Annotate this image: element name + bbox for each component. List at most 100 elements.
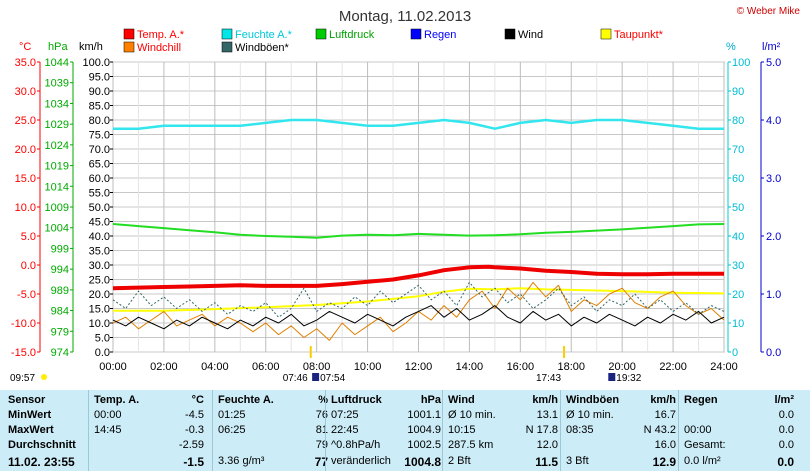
stats-sub-label: Ø 10 min. [566, 409, 614, 421]
x-tick-label: 24:00 [710, 361, 738, 373]
humidity-tick-label: 70 [732, 144, 744, 156]
stats-value: 0.0 [778, 439, 794, 451]
sunrise2-time: 07:54 [320, 373, 345, 384]
wind-tick-label: 75.0 [89, 130, 110, 142]
series-windb-en- [112, 281, 725, 318]
legend-label: Windchill [137, 42, 181, 54]
wind-tick-label: 30.0 [89, 260, 110, 272]
stats-value: 12.0 [536, 439, 558, 451]
stats-row-label: 11.02. 23:55 [8, 455, 75, 469]
wind-tick-label: 20.0 [89, 289, 110, 301]
stats-sub-label: 2 Bft [448, 455, 471, 467]
stats-sub-label: 10:15 [448, 424, 476, 436]
stats-value: 76 [315, 409, 328, 421]
humidity-tick-label: 50 [732, 202, 744, 214]
rain-tick-label: 3.0 [766, 173, 781, 185]
stats-value: 0.0 [777, 455, 794, 469]
pressure-tick-label: 1029 [45, 119, 69, 131]
stats-value: 13.1 [536, 409, 558, 421]
stats-col-header: Temp. A. [94, 394, 140, 406]
stats-value: -4.5 [185, 409, 204, 421]
stats-col-header: Regen [684, 394, 718, 406]
humidity-tick-label: 40 [732, 231, 744, 243]
stats-sub-label: 3 Bft [566, 455, 589, 467]
temp-tick-label: -15.0 [11, 347, 36, 359]
pressure-unit: hPa [48, 41, 68, 53]
stats-value: 77 [314, 455, 328, 469]
wind-tick-label: 100.0 [82, 57, 110, 69]
rain-tick-label: 1.0 [766, 289, 781, 301]
pressure-tick-label: 1039 [45, 78, 69, 90]
sun-markers: 07:46 07:54 17:43 19:32 09:57 [10, 346, 642, 384]
humidity-tick-label: 20 [732, 289, 744, 301]
pressure-tick-label: 1019 [45, 161, 69, 173]
stats-sub-label: 0.0 l/m² [684, 455, 721, 467]
sunrise-icon [312, 373, 320, 381]
legend-swatch [221, 41, 233, 53]
temp-tick-label: 5.0 [21, 231, 36, 243]
humidity-tick-label: 90 [732, 86, 744, 98]
wind-tick-label: 60.0 [89, 173, 110, 185]
stats-sub-label: 287.5 km [448, 439, 494, 451]
stats-value: N 43.2 [643, 424, 676, 436]
rain-tick-label: 0.0 [766, 347, 781, 359]
wind-tick-label: 0.0 [95, 347, 110, 359]
humidity-tick-label: 30 [732, 260, 744, 272]
sunset2-time: 19:32 [616, 373, 641, 384]
wind-tick-label: 80.0 [89, 115, 110, 127]
x-tick-label: 16:00 [507, 361, 535, 373]
temp-tick-label: 10.0 [15, 202, 36, 214]
stats-value: N 17.8 [525, 424, 558, 436]
stats-value: -0.3 [185, 424, 204, 436]
humidity-tick-label: 100 [732, 57, 750, 69]
stats-row-label: Sensor [8, 394, 46, 406]
wind-tick-label: 5.0 [95, 333, 110, 345]
pressure-tick-label: 1009 [45, 202, 69, 214]
stats-col-unit: l/m² [774, 394, 794, 406]
series-wind [112, 305, 725, 330]
stats-sub-label: 22:45 [331, 424, 359, 436]
pressure-tick-label: 1004 [45, 223, 69, 235]
x-tick-label: 18:00 [557, 361, 585, 373]
stats-col-header: Windböen [566, 394, 620, 406]
stats-sub-label: Ø 10 min. [448, 409, 496, 421]
stats-value: 1001.1 [407, 409, 441, 421]
series-luftdruck [112, 223, 725, 239]
temp-tick-label: 15.0 [15, 173, 36, 185]
humidity-unit: % [726, 41, 736, 53]
stats-col-unit: km/h [532, 394, 558, 406]
temp-tick-label: 30.0 [15, 86, 36, 98]
stats-col-unit: °C [191, 394, 204, 406]
pressure-tick-label: 979 [51, 326, 69, 338]
wind-tick-label: 50.0 [89, 202, 110, 214]
sunrise-time: 07:46 [283, 373, 308, 384]
stats-col-header: Luftdruck [331, 394, 382, 406]
stats-sub-label: 08:35 [566, 424, 594, 436]
pressure-tick-label: 999 [51, 243, 69, 255]
wind-unit: km/h [79, 41, 103, 53]
wind-tick-label: 70.0 [89, 144, 110, 156]
x-tick-label: 22:00 [659, 361, 687, 373]
stats-panel: Sensor MinWert MaxWert Durchschnitt 11.02. 2… [0, 390, 810, 471]
stats-row-label: MaxWert [8, 424, 54, 436]
weather-chart: Montag, 11.02.2013 © Weber Mike Temp. A.… [10, 6, 800, 384]
stats-value: 81 [315, 424, 328, 436]
stats-value: 16.0 [654, 439, 676, 451]
legend-swatch [221, 28, 233, 40]
stats-separator [442, 390, 443, 471]
humidity-tick-label: 10 [732, 318, 744, 330]
axis-ticks: 35.0 30.0 25.0 20.0 15.0 10.0 5.0 0.0 -5.0 -10.0 -… [11, 57, 781, 373]
legend: Temp. A.* Feuchte A.* Luftdruck Regen Wind Ta… [123, 28, 664, 54]
wind-tick-label: 25.0 [89, 275, 110, 287]
wind-tick-label: 35.0 [89, 246, 110, 258]
stats-col-unit: hPa [420, 394, 441, 406]
moon-icon [41, 374, 47, 380]
stats-sub-label: ^0.8hPa/h [331, 439, 381, 451]
pressure-tick-label: 984 [51, 306, 69, 318]
stats-value: 12.9 [652, 455, 676, 469]
pressure-tick-label: 1014 [45, 181, 69, 193]
wind-tick-label: 85.0 [89, 101, 110, 113]
humidity-tick-label: 0 [732, 347, 738, 359]
series-feuchte-a- [113, 118, 724, 130]
stats-row-label: MinWert [8, 409, 52, 421]
